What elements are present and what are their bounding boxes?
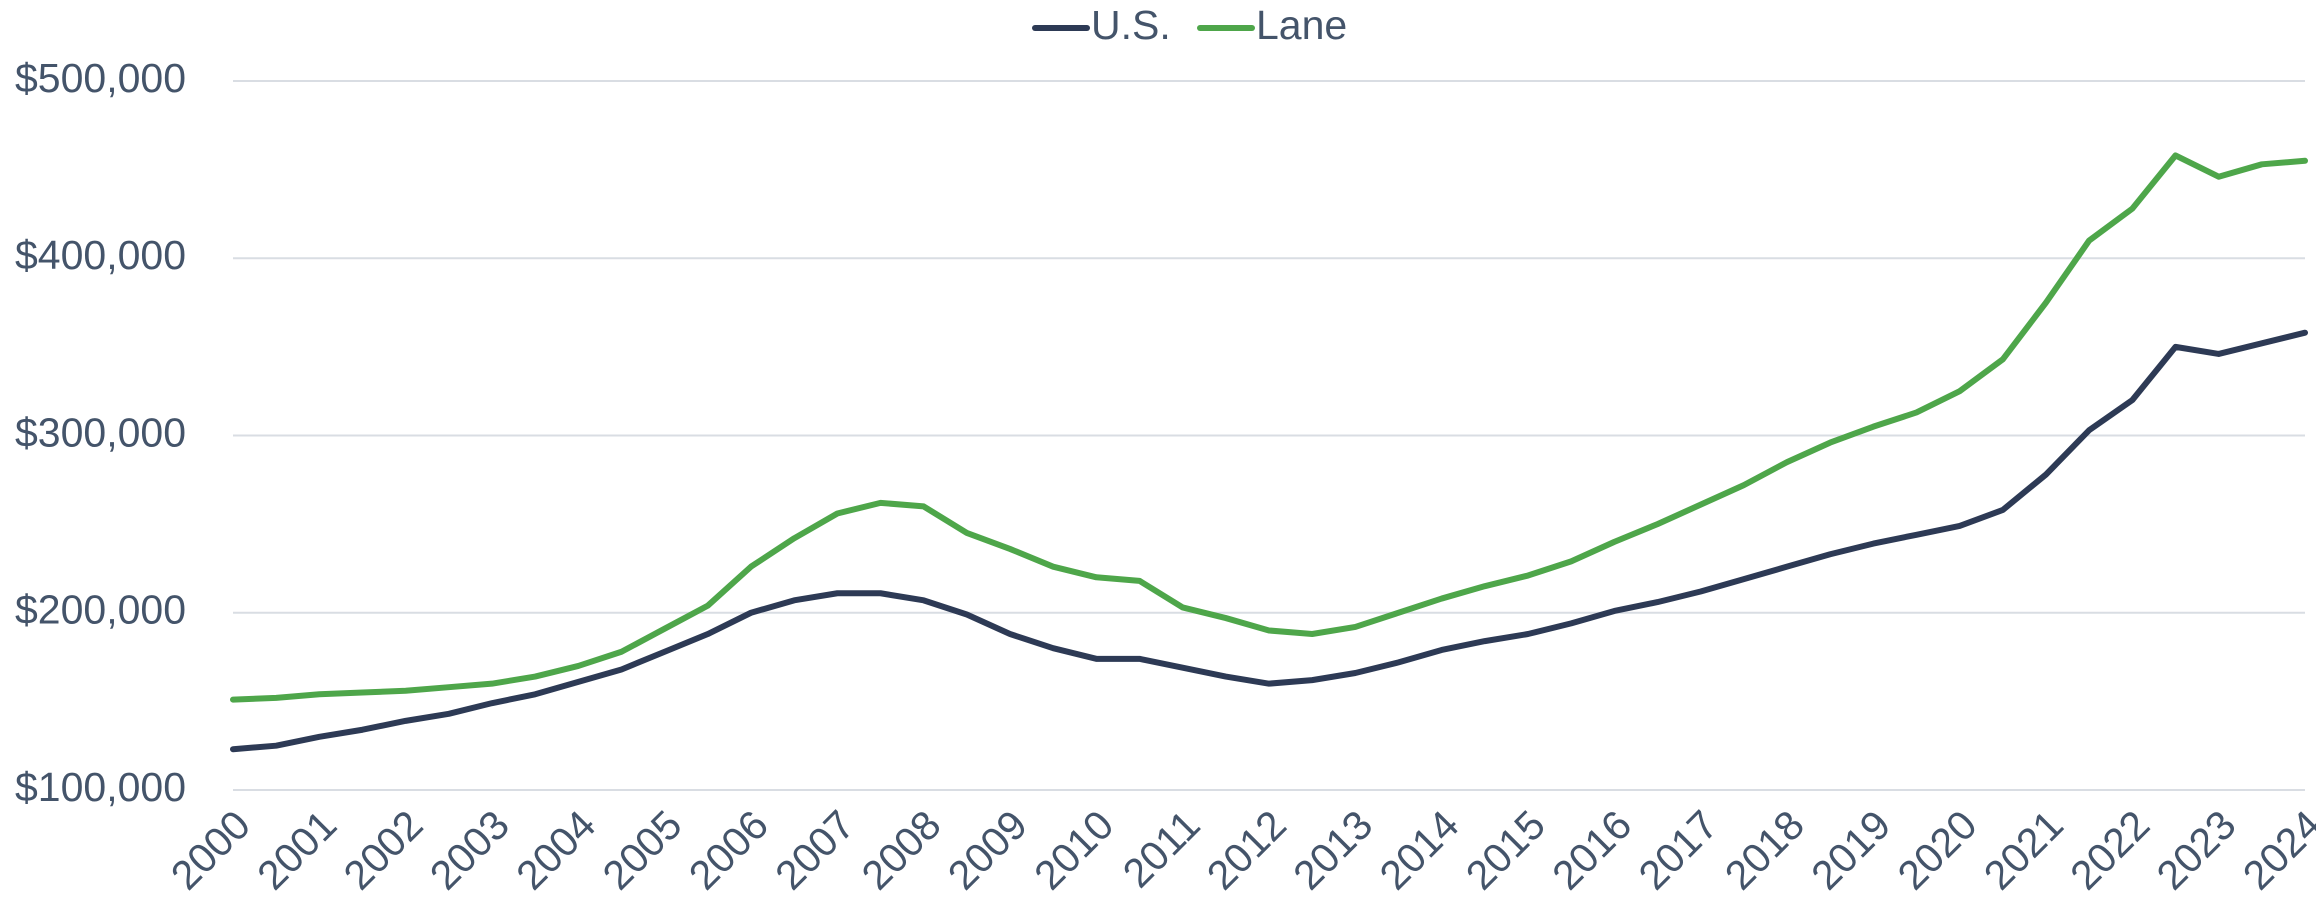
x-tick-label: 2023 bbox=[2148, 801, 2245, 898]
x-tick-label: 2006 bbox=[680, 801, 777, 898]
x-tick-label: 2002 bbox=[335, 801, 432, 898]
legend-label: U.S. bbox=[1091, 2, 1171, 48]
x-tick-label: 2014 bbox=[1371, 801, 1468, 898]
legend-label: Lane bbox=[1256, 2, 1347, 48]
x-tick-label: 2004 bbox=[507, 801, 604, 898]
x-tick-label: 2019 bbox=[1802, 801, 1899, 898]
x-tick-label: 2018 bbox=[1716, 801, 1813, 898]
x-tick-label: 2009 bbox=[939, 801, 1036, 898]
x-tick-label: 2016 bbox=[1543, 801, 1640, 898]
x-tick-label: 2024 bbox=[2234, 801, 2316, 898]
y-tick-label: $500,000 bbox=[15, 55, 186, 101]
x-tick-label: 2022 bbox=[2061, 801, 2158, 898]
x-tick-label: 2015 bbox=[1457, 801, 1554, 898]
x-tick-label: 2007 bbox=[766, 801, 863, 898]
x-tick-label: 2000 bbox=[162, 801, 259, 898]
y-tick-label: $300,000 bbox=[15, 409, 186, 455]
x-tick-label: 2021 bbox=[1975, 801, 2072, 898]
x-tick-label: 2008 bbox=[853, 801, 950, 898]
line-series bbox=[230, 152, 2308, 703]
x-tick-label: 2003 bbox=[421, 801, 518, 898]
x-tick-label: 2001 bbox=[248, 801, 345, 898]
x-tick-label: 2012 bbox=[1198, 801, 1295, 898]
y-tick-label: $200,000 bbox=[15, 587, 186, 633]
line-series bbox=[230, 329, 2308, 753]
x-tick-label: 2020 bbox=[1889, 801, 1986, 898]
x-tick-label: 2005 bbox=[594, 801, 691, 898]
y-tick-label: $100,000 bbox=[15, 764, 186, 810]
x-tick-label: 2011 bbox=[1114, 801, 1209, 896]
y-tick-label: $400,000 bbox=[15, 232, 186, 278]
x-tick-label: 2017 bbox=[1630, 801, 1727, 898]
x-tick-label: 2013 bbox=[1284, 801, 1381, 898]
x-tick-label: 2010 bbox=[1025, 801, 1122, 898]
